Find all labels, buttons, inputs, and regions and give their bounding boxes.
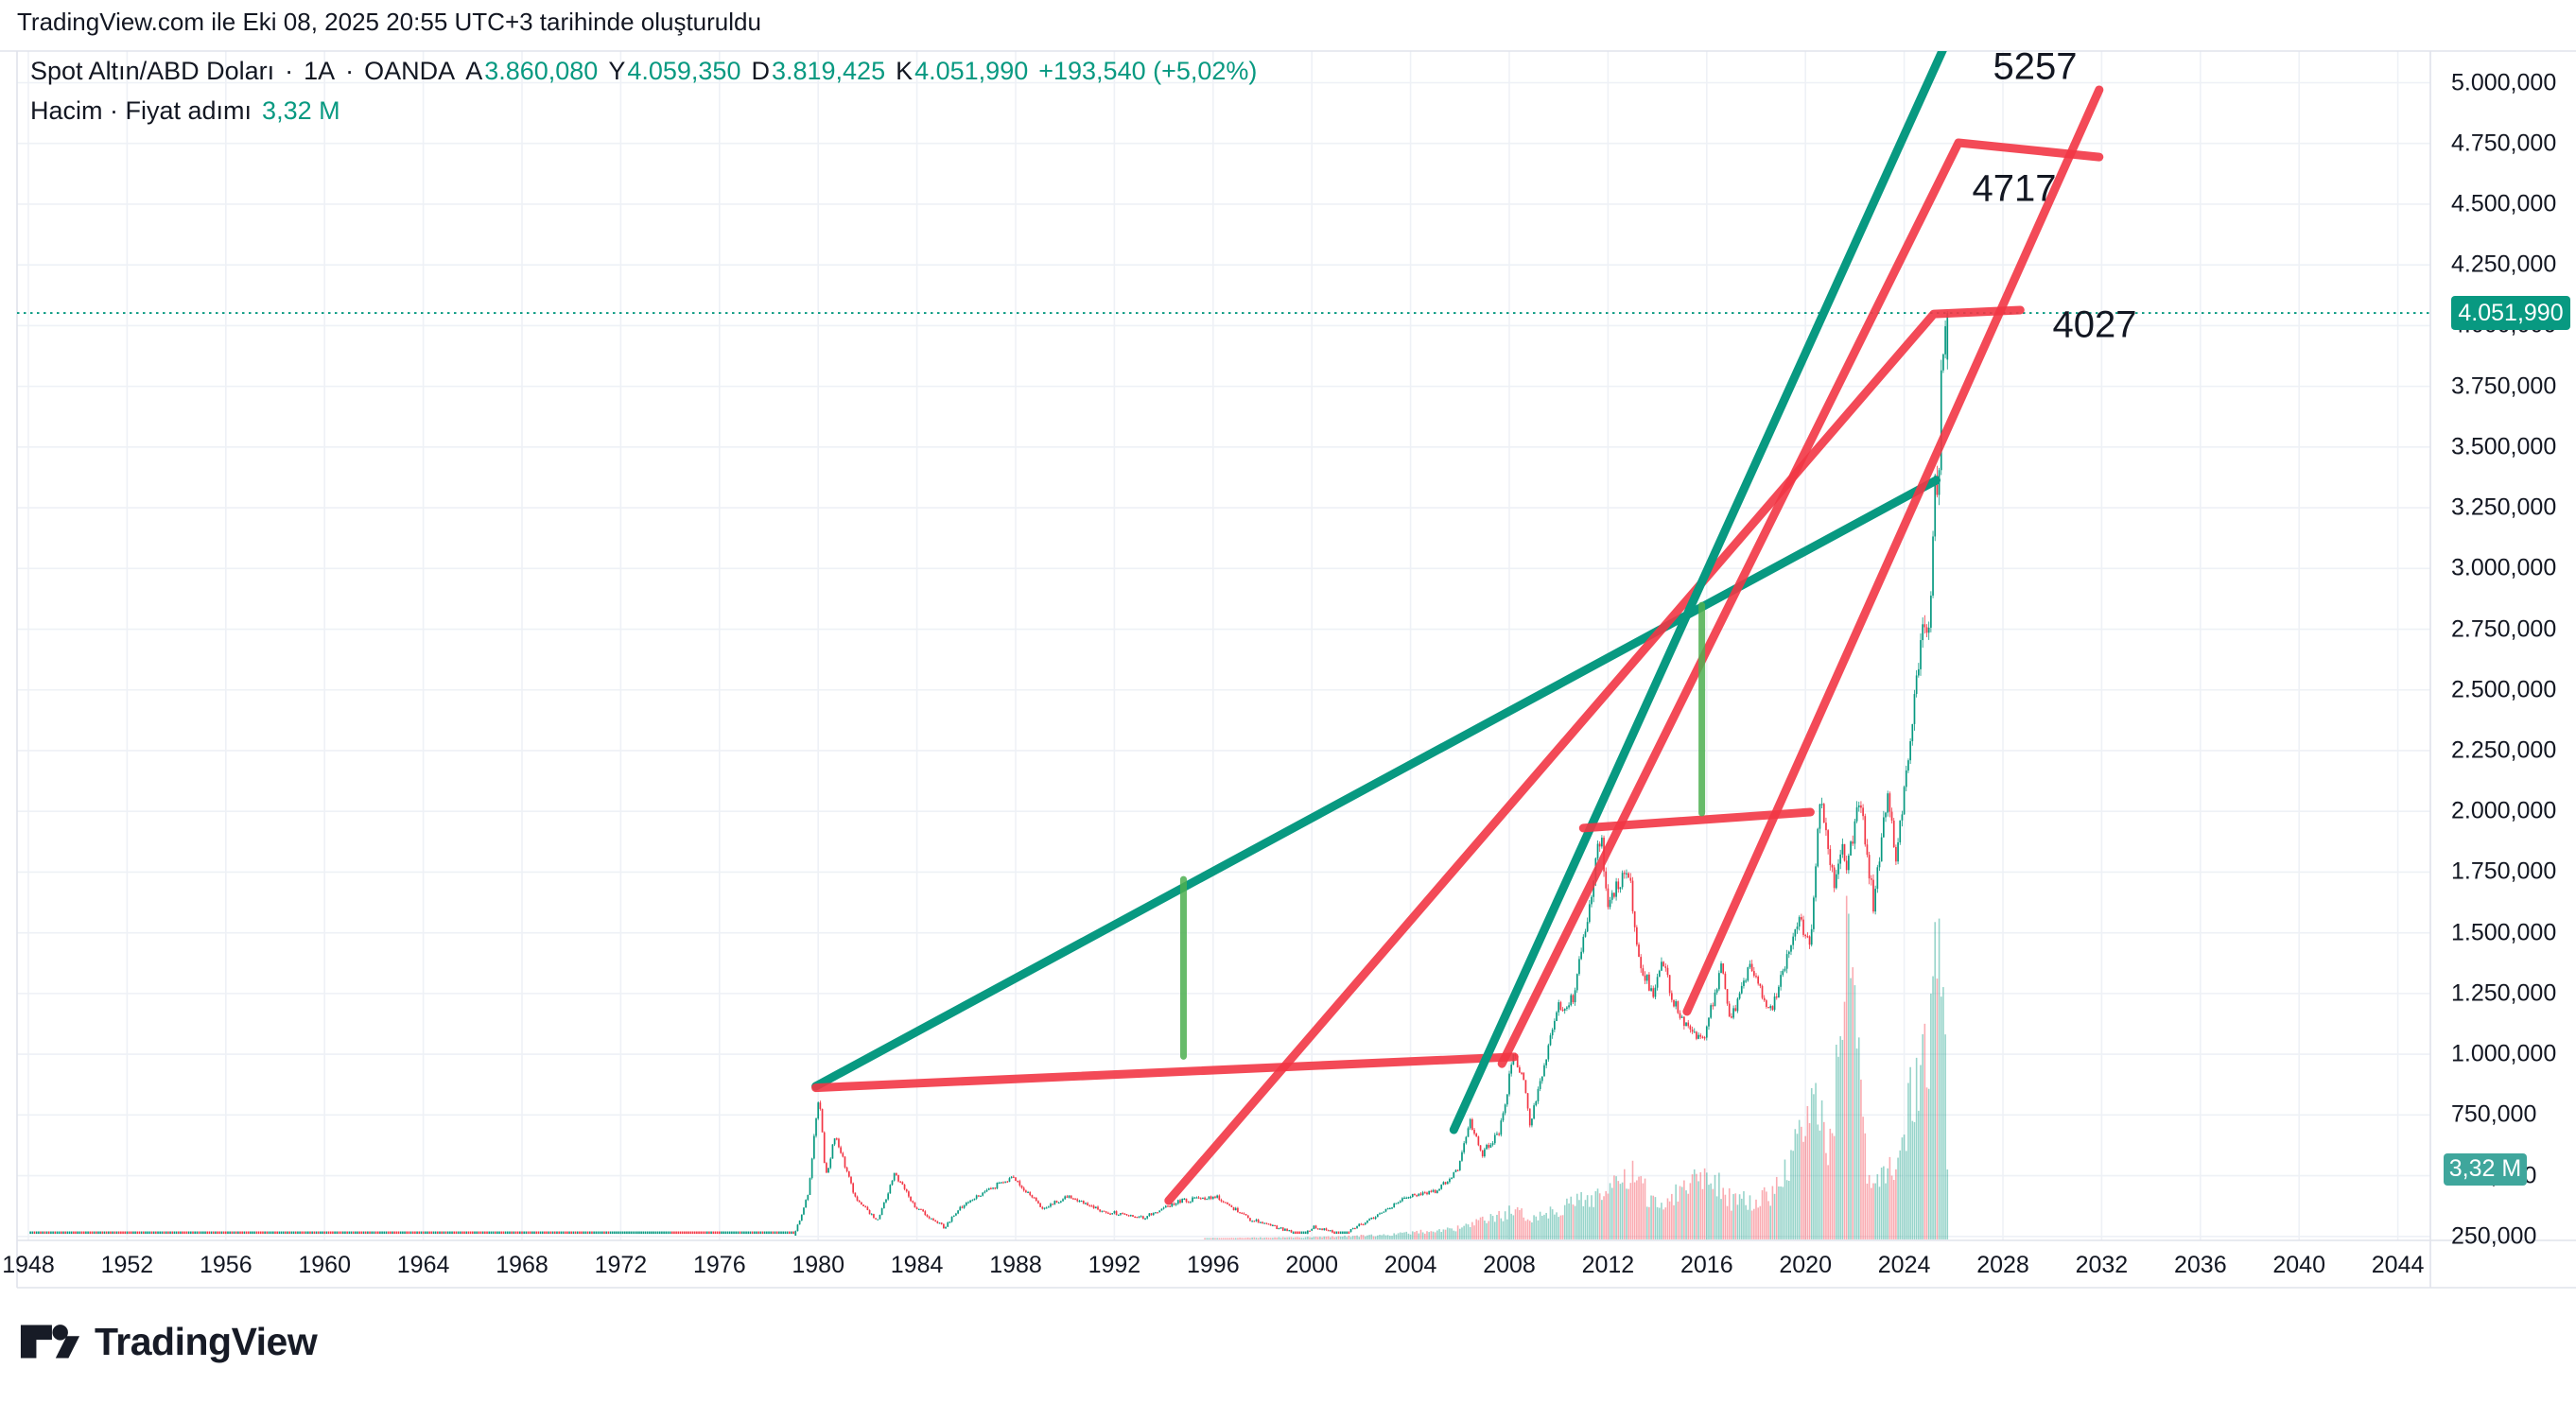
- time-axis-label: 2032: [2075, 1252, 2129, 1278]
- tradingview-logo-mark: [20, 1324, 80, 1358]
- time-axis-label: 1996: [1186, 1252, 1240, 1278]
- time-axis-label: 2020: [1779, 1252, 1832, 1278]
- price-axis-label: 1.000,000: [2451, 1040, 2557, 1067]
- time-axis-label: 2024: [1877, 1252, 1931, 1278]
- target-price-label-5257: 5257: [1993, 45, 2078, 88]
- trendline-1995-target-4027[interactable]: [1164, 305, 2025, 1205]
- grid-lines: [17, 51, 2430, 1240]
- price-axis-label: 3.750,000: [2451, 372, 2557, 400]
- flat-trendline-1980-2008[interactable]: [811, 1052, 1519, 1093]
- candlesticks: [29, 311, 1949, 1236]
- time-axis-label: 1976: [692, 1252, 746, 1278]
- time-axis-label: 1948: [2, 1252, 55, 1278]
- legend-separator: ·: [285, 57, 294, 85]
- price-axis-label: 4.750,000: [2451, 130, 2557, 157]
- trendline-2015-target-5257[interactable]: [1682, 85, 2104, 1016]
- tradingview-logo-text: TradingView: [95, 1320, 318, 1363]
- pane-borders: [0, 50, 2576, 1289]
- time-axis-label: 2012: [1581, 1252, 1635, 1278]
- price-axis-label: 250,000: [2451, 1222, 2537, 1250]
- last-price-badge: 4.051,990: [2451, 296, 2570, 331]
- price-axis-label: 750,000: [2451, 1100, 2537, 1128]
- target-price-label-4717: 4717: [1972, 167, 2057, 210]
- open-value: A 3.860,080: [465, 57, 599, 85]
- symbol-legend-row[interactable]: Spot Altın/ABD Doları · 1A · OANDA A 3.86…: [30, 57, 1257, 86]
- time-axis-label: 1984: [890, 1252, 944, 1278]
- support-trendline-1980-2025[interactable]: [811, 476, 1941, 1091]
- legend-separator: ·: [345, 57, 355, 85]
- price-axis-label: 2.750,000: [2451, 615, 2557, 643]
- time-axis-label: 2000: [1285, 1252, 1338, 1278]
- interval-label[interactable]: 1A: [304, 57, 336, 85]
- time-axis-label: 1964: [396, 1252, 450, 1278]
- volume-axis-badge: 3,32 M: [2444, 1152, 2527, 1186]
- time-axis-label: 1992: [1088, 1252, 1141, 1278]
- time-axis-label: 2008: [1483, 1252, 1536, 1278]
- exchange-label[interactable]: OANDA: [364, 57, 456, 85]
- volume-study-label[interactable]: Hacim · Fiyat adımı: [30, 96, 252, 125]
- change-value: +193,540 (+5,02%): [1038, 57, 1258, 85]
- time-axis-label: 2004: [1384, 1252, 1437, 1278]
- price-axis-label: 1.750,000: [2451, 857, 2557, 885]
- price-axis-label: 3.500,000: [2451, 433, 2557, 460]
- high-value: Y 4.059,350: [608, 57, 741, 85]
- time-axis-label: 1988: [989, 1252, 1042, 1278]
- price-axis-label: 2.500,000: [2451, 676, 2557, 703]
- low-value: D 3.819,425: [751, 57, 886, 85]
- trendline-drawings[interactable]: [811, 9, 2104, 1205]
- time-axis-label: 1960: [298, 1252, 351, 1278]
- volume-bars: [1204, 895, 1949, 1239]
- time-axis-label: 2036: [2173, 1252, 2227, 1278]
- time-axis-label: 2040: [2272, 1252, 2325, 1278]
- time-axis-label: 2044: [2371, 1252, 2425, 1278]
- time-axis-label: 2016: [1680, 1252, 1733, 1278]
- time-axis-label: 1952: [100, 1252, 154, 1278]
- volume-value: 3,32 M: [262, 96, 340, 125]
- generated-timestamp-note: TradingView.com ile Eki 08, 2025 20:55 U…: [17, 8, 761, 36]
- price-axis-label: 3.000,000: [2451, 554, 2557, 581]
- trendline-2008-target-4717[interactable]: [1497, 138, 2104, 1068]
- price-axis-label: 3.250,000: [2451, 494, 2557, 521]
- price-axis-label: 2.000,000: [2451, 797, 2557, 824]
- steep-trendline-2006[interactable]: [1449, 9, 1960, 1135]
- price-axis-label: 4.250,000: [2451, 251, 2557, 278]
- tradingview-logo[interactable]: TradingView: [19, 1320, 318, 1364]
- price-axis-label: 1.250,000: [2451, 979, 2557, 1007]
- volume-legend-row[interactable]: Hacim · Fiyat adımı 3,32 M: [30, 96, 340, 126]
- symbol-title[interactable]: Spot Altın/ABD Doları: [30, 57, 275, 85]
- time-axis-label: 1968: [496, 1252, 548, 1278]
- price-axis-label: 2.250,000: [2451, 736, 2557, 764]
- time-axis-label: 2028: [1976, 1252, 2029, 1278]
- close-value: K 4.051,990: [896, 57, 1029, 85]
- time-axis-label: 1980: [792, 1252, 844, 1278]
- level-segment-2011-2020[interactable]: [1578, 807, 1815, 833]
- price-axis-label: 4.500,000: [2451, 190, 2557, 217]
- price-axis-label: 5.000,000: [2451, 69, 2557, 95]
- time-axis-label: 1956: [199, 1252, 252, 1278]
- target-price-label-4027: 4027: [2052, 303, 2137, 346]
- price-axis-label: 1.500,000: [2451, 919, 2557, 946]
- time-axis-label: 1972: [594, 1252, 648, 1278]
